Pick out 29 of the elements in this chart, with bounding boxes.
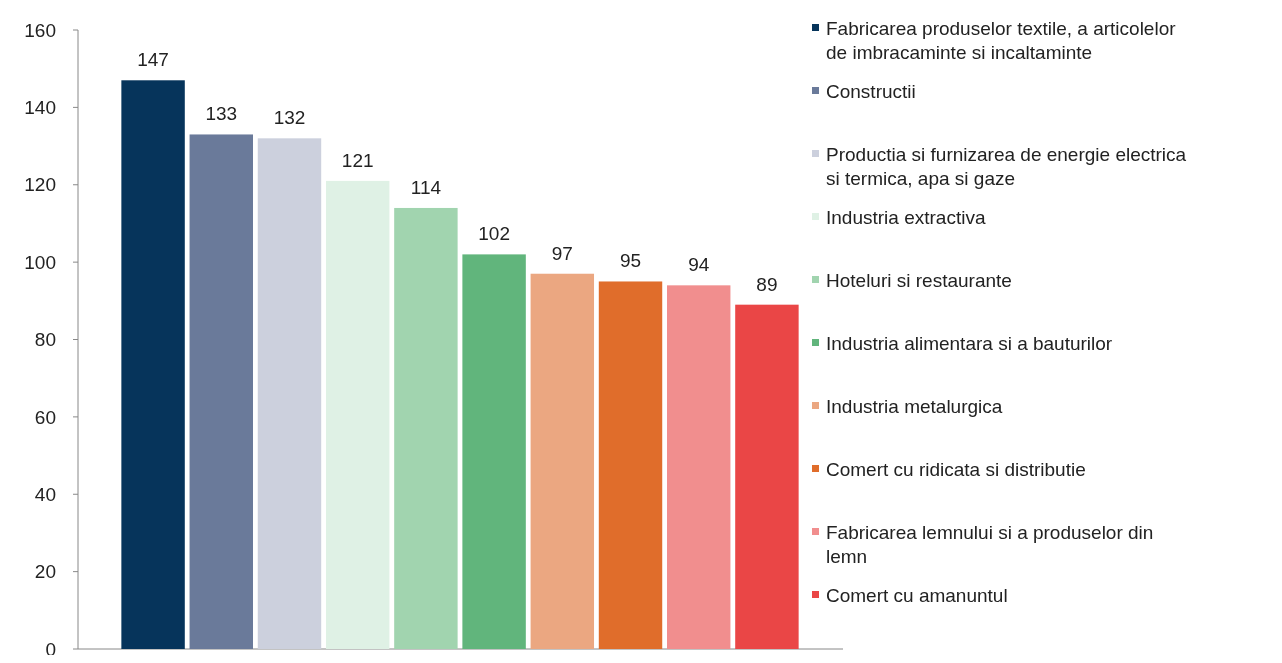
data-label: 121 bbox=[341, 149, 374, 171]
data-label: 102 bbox=[478, 223, 510, 245]
legend-label: Constructii bbox=[826, 80, 916, 102]
y-tick-label: 60 bbox=[34, 406, 56, 428]
y-tick-label: 0 bbox=[45, 638, 56, 660]
data-label: 114 bbox=[410, 176, 442, 198]
data-label: 147 bbox=[137, 49, 169, 71]
data-label: 95 bbox=[619, 250, 642, 272]
data-label: 94 bbox=[688, 254, 710, 276]
legend-label: Hoteluri si restaurante bbox=[826, 269, 1012, 291]
data-label: 89 bbox=[756, 273, 778, 295]
y-tick-label: 140 bbox=[24, 97, 56, 119]
y-tick-label: 160 bbox=[24, 19, 56, 41]
y-tick-label: 20 bbox=[34, 561, 56, 583]
legend-label: Fabricarea lemnului si a produselor din lemn bbox=[826, 521, 1154, 568]
legend-label: Industria alimentara si a bauturilor bbox=[826, 332, 1113, 354]
legend-label: Comert cu ridicata si distributie bbox=[826, 458, 1086, 480]
y-tick-label: 120 bbox=[24, 174, 56, 196]
legend-label: Fabricarea produselor textile, a articolelor de imbracaminte si incaltaminte bbox=[826, 17, 1177, 64]
data-label: 97 bbox=[551, 242, 573, 264]
legend-label: Industria metalurgica bbox=[826, 395, 1003, 417]
data-label: 132 bbox=[273, 107, 306, 129]
y-tick-label: 100 bbox=[24, 251, 56, 273]
data-label: 133 bbox=[205, 103, 238, 125]
y-tick-label: 40 bbox=[34, 483, 56, 505]
y-tick-label: 80 bbox=[34, 329, 56, 351]
legend-label: Productia si furnizarea de energie electrica si termica, apa si gaze bbox=[826, 143, 1187, 190]
legend-label: Comert cu amanuntul bbox=[826, 584, 1008, 606]
legend-label: Industria extractiva bbox=[826, 206, 986, 228]
